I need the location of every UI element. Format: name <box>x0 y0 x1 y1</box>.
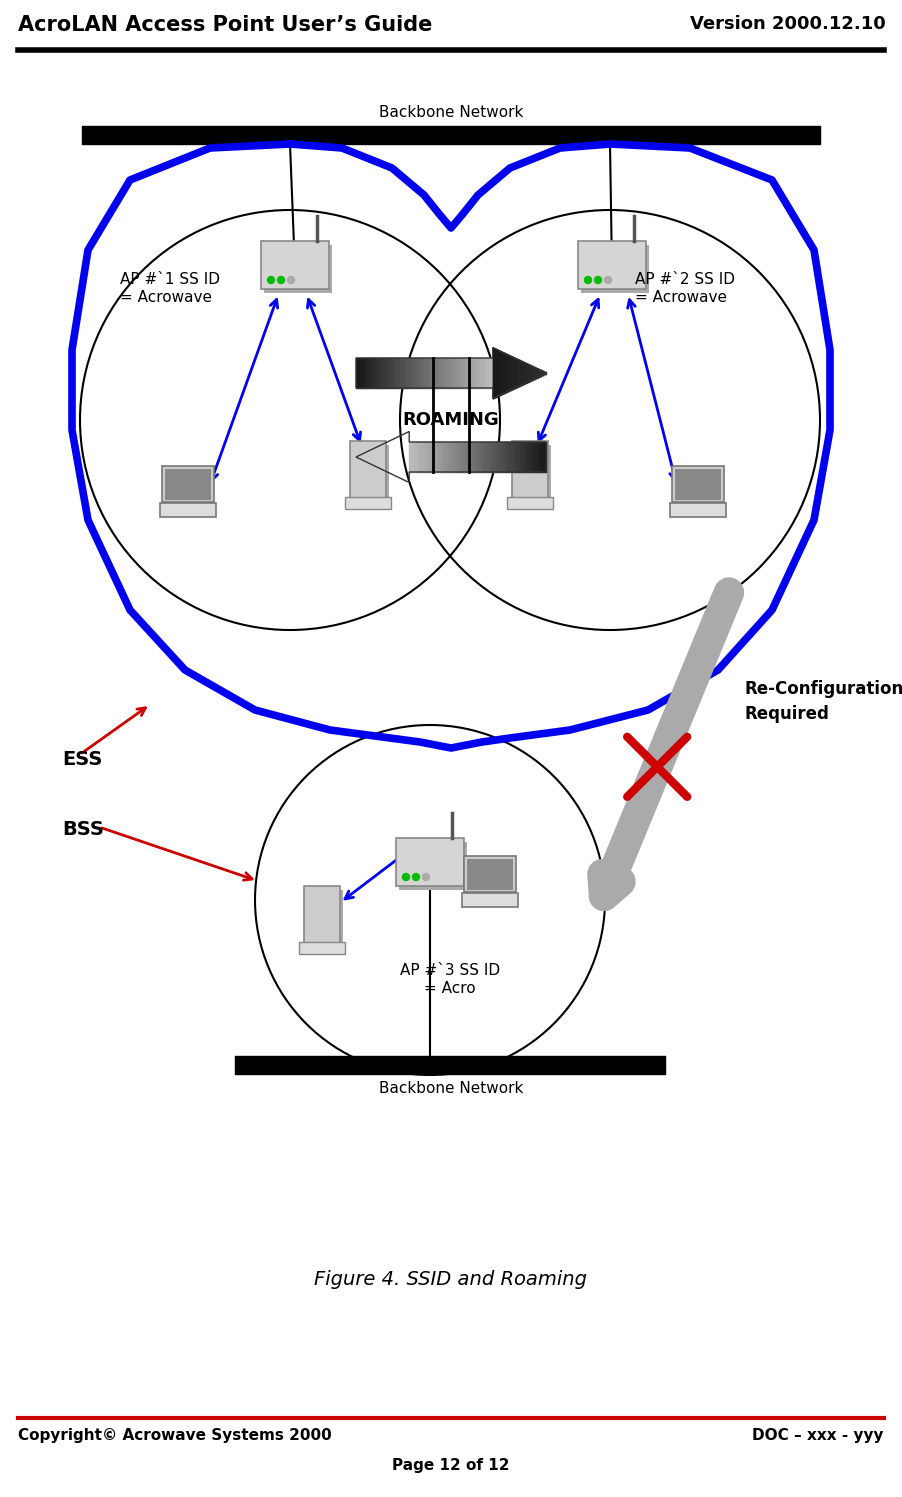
FancyBboxPatch shape <box>581 246 649 293</box>
Text: AP #`1 SS ID: AP #`1 SS ID <box>120 272 220 287</box>
FancyBboxPatch shape <box>345 497 391 509</box>
FancyBboxPatch shape <box>515 445 551 503</box>
FancyBboxPatch shape <box>462 894 518 907</box>
Text: Page 12 of 12: Page 12 of 12 <box>392 1458 510 1473</box>
Text: AP #`2 SS ID: AP #`2 SS ID <box>635 272 735 287</box>
Circle shape <box>402 874 410 880</box>
FancyBboxPatch shape <box>670 503 726 516</box>
FancyBboxPatch shape <box>507 497 553 509</box>
FancyBboxPatch shape <box>399 841 467 891</box>
FancyBboxPatch shape <box>307 891 343 948</box>
FancyBboxPatch shape <box>675 469 721 500</box>
Text: DOC – xxx - yyy: DOC – xxx - yyy <box>752 1428 884 1443</box>
Circle shape <box>288 277 294 283</box>
Text: Figure 4. SSID and Roaming: Figure 4. SSID and Roaming <box>315 1269 587 1289</box>
Text: Backbone Network: Backbone Network <box>379 105 523 120</box>
Text: Backbone Network: Backbone Network <box>379 1081 523 1096</box>
FancyBboxPatch shape <box>512 442 548 499</box>
Text: AP #`3 SS ID: AP #`3 SS ID <box>400 963 500 978</box>
FancyBboxPatch shape <box>304 886 340 945</box>
FancyBboxPatch shape <box>160 503 216 516</box>
Text: Copyright© Acrowave Systems 2000: Copyright© Acrowave Systems 2000 <box>18 1428 332 1443</box>
Circle shape <box>422 874 429 880</box>
Text: ESS: ESS <box>62 750 102 769</box>
Text: = Acrowave: = Acrowave <box>635 290 727 305</box>
Circle shape <box>584 277 592 283</box>
FancyBboxPatch shape <box>261 241 329 289</box>
FancyBboxPatch shape <box>672 466 724 501</box>
Text: ROAMING: ROAMING <box>402 412 500 430</box>
FancyBboxPatch shape <box>578 241 646 289</box>
Circle shape <box>268 277 274 283</box>
FancyBboxPatch shape <box>350 442 386 499</box>
Circle shape <box>604 277 612 283</box>
Text: = Acro: = Acro <box>424 981 476 996</box>
Text: Version 2000.12.10: Version 2000.12.10 <box>690 15 886 33</box>
Text: Re-Configuration
Required: Re-Configuration Required <box>745 680 902 723</box>
FancyBboxPatch shape <box>396 838 464 886</box>
FancyArrowPatch shape <box>603 593 729 895</box>
FancyBboxPatch shape <box>299 942 345 954</box>
FancyBboxPatch shape <box>162 466 214 501</box>
Text: BSS: BSS <box>62 820 104 838</box>
Circle shape <box>594 277 602 283</box>
Text: AcroLAN Access Point User’s Guide: AcroLAN Access Point User’s Guide <box>18 15 432 34</box>
FancyBboxPatch shape <box>467 859 513 891</box>
FancyBboxPatch shape <box>464 856 516 892</box>
FancyBboxPatch shape <box>165 469 211 500</box>
Text: = Acrowave: = Acrowave <box>120 290 212 305</box>
Circle shape <box>412 874 419 880</box>
Circle shape <box>278 277 284 283</box>
FancyBboxPatch shape <box>264 246 332 293</box>
FancyBboxPatch shape <box>353 445 389 503</box>
